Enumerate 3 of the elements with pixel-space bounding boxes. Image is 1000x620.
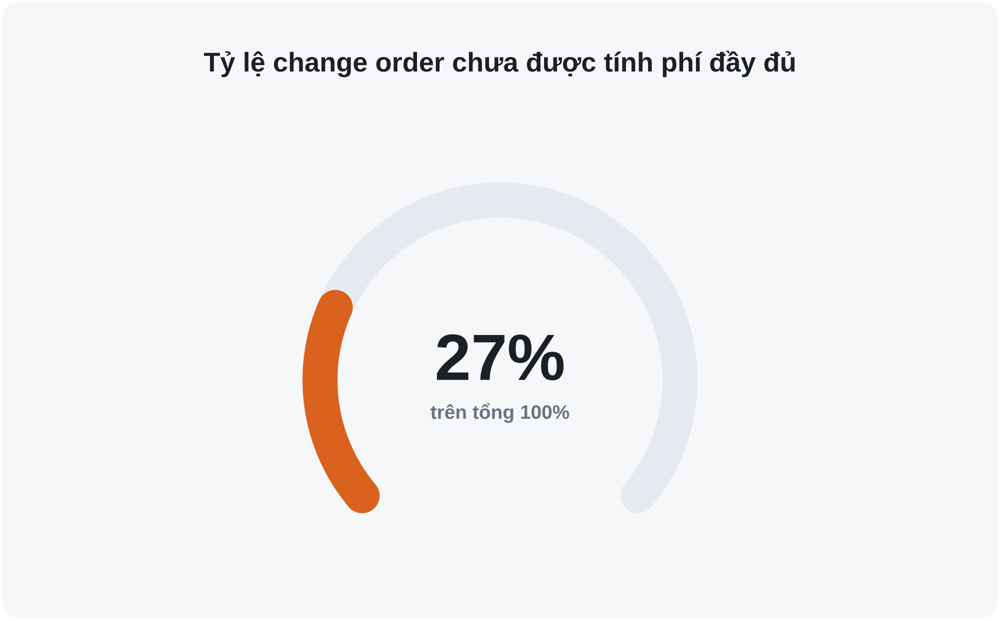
chart-title: Tỷ lệ change order chưa được tính phí đầy đủ — [204, 50, 795, 78]
text: 27% — [436, 334, 564, 380]
text: trên tổng 100% — [430, 403, 570, 423]
